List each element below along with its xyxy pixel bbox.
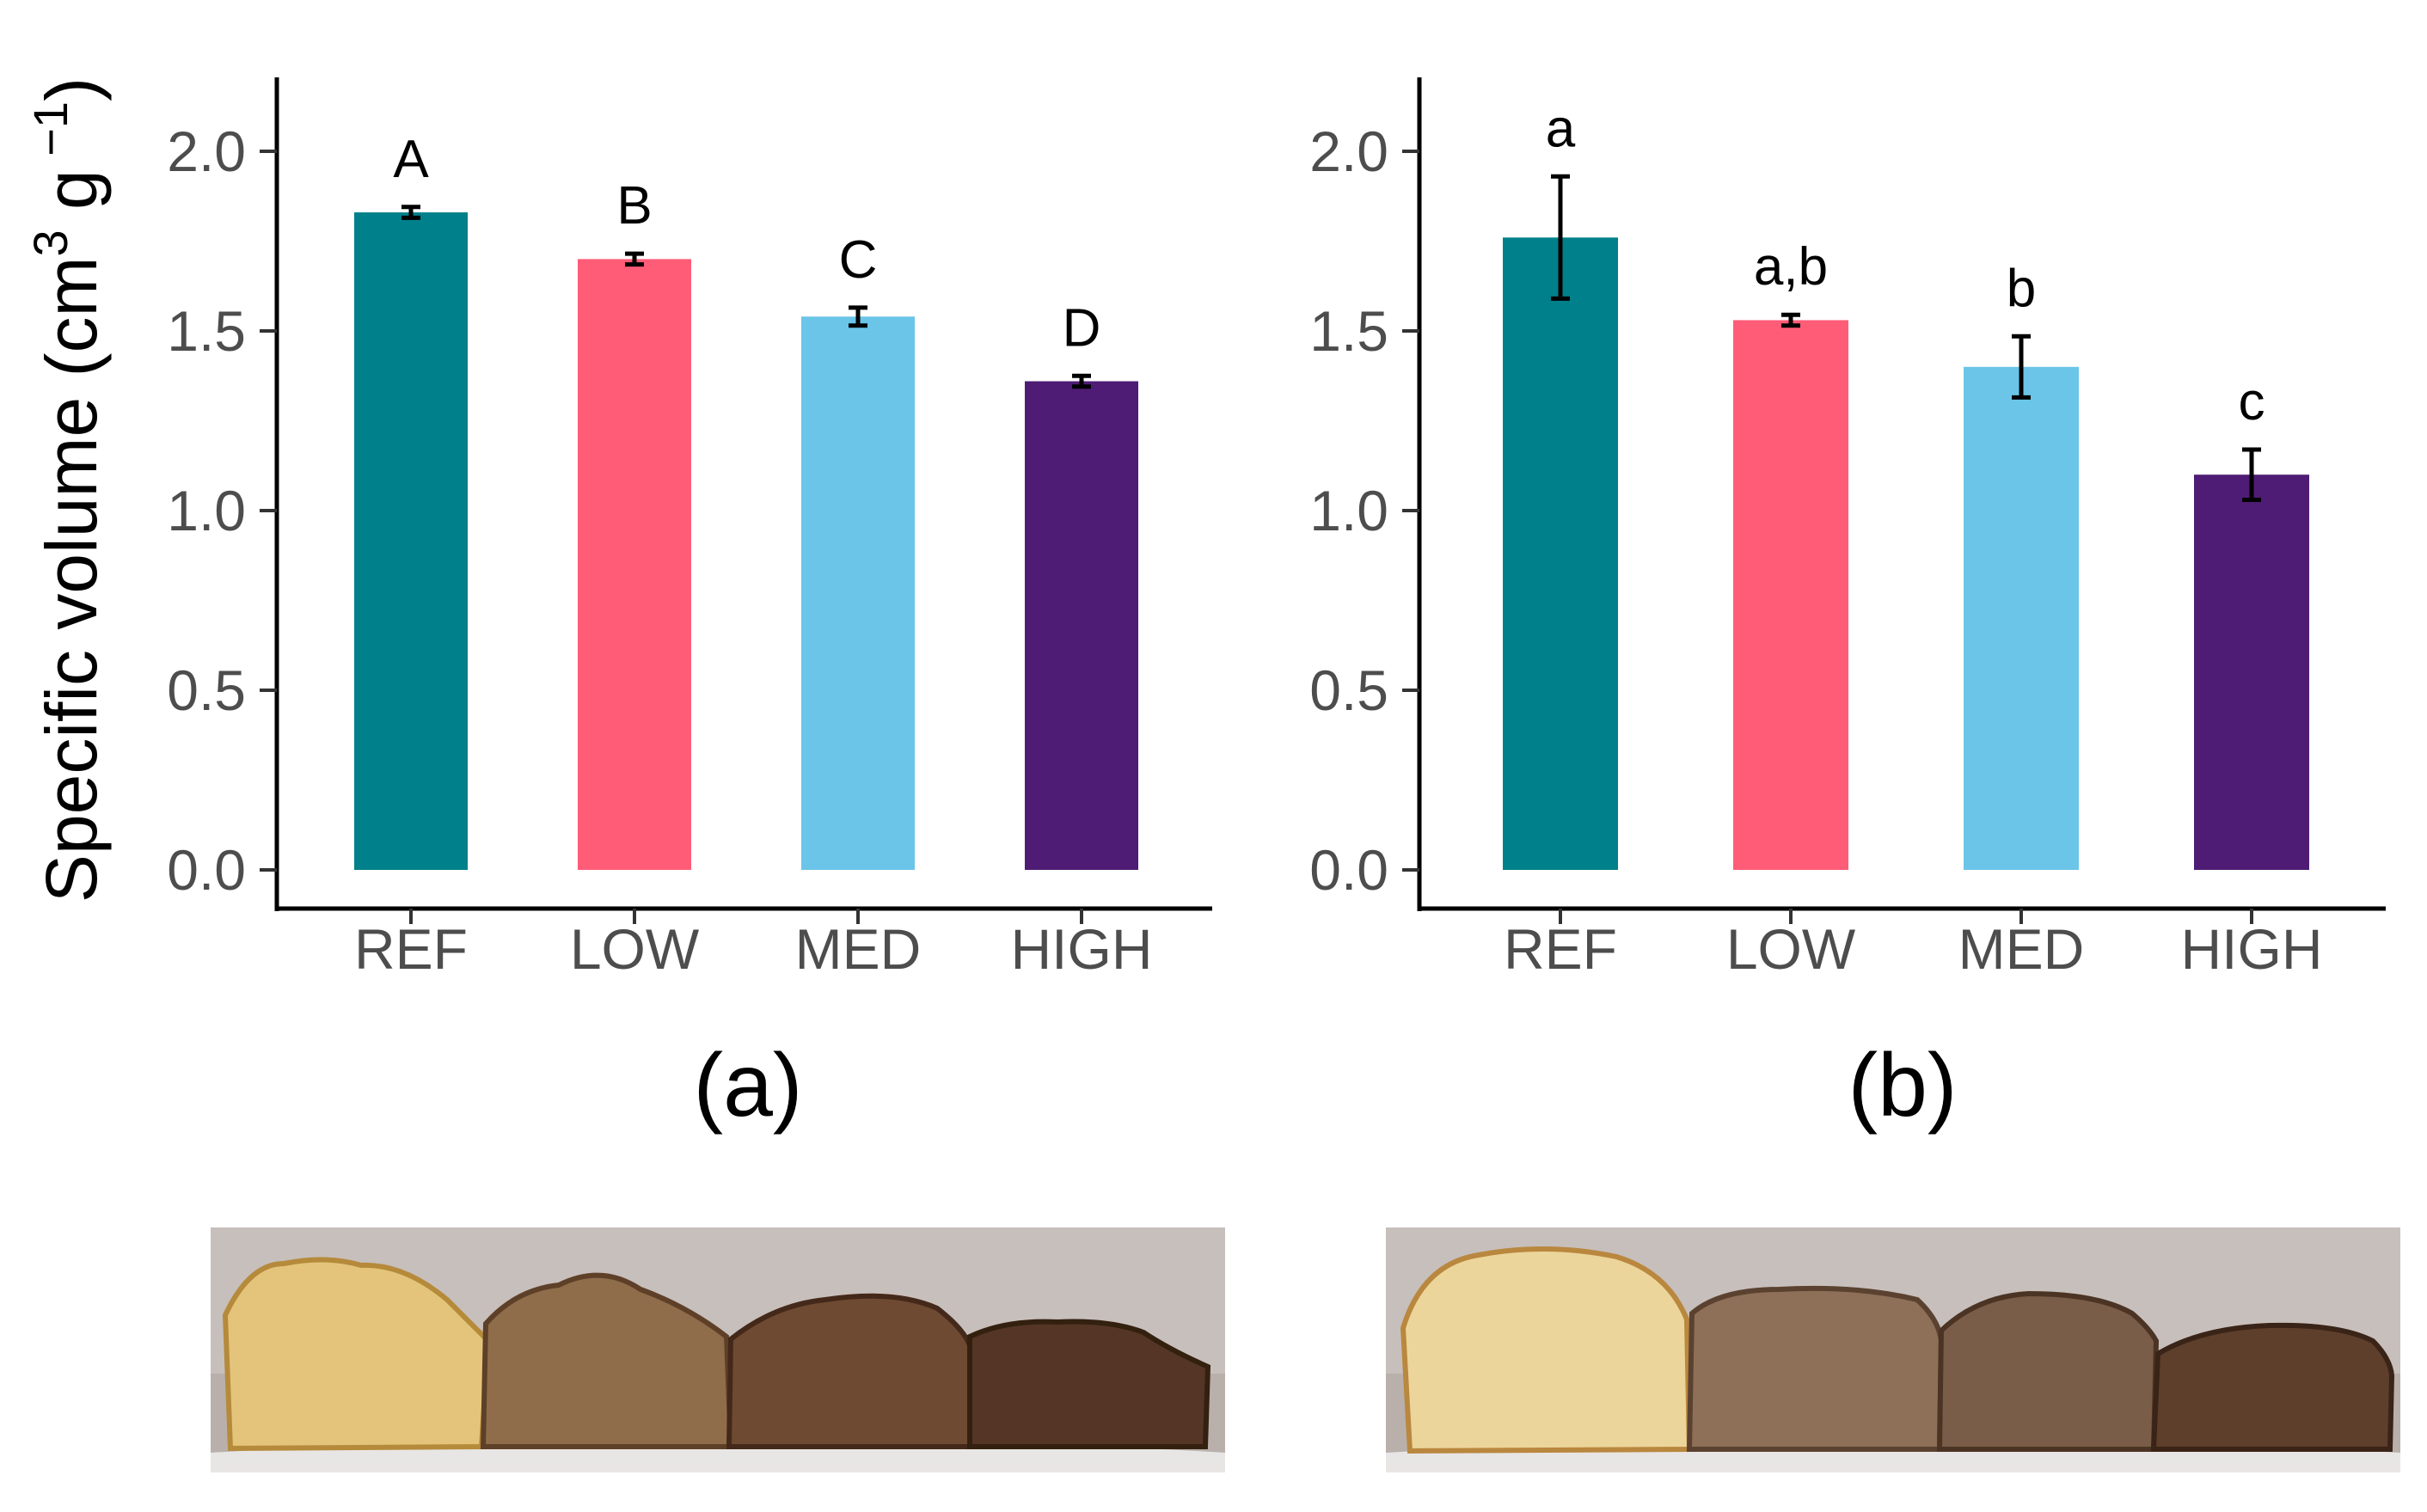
- cake-ref: [222, 1257, 492, 1452]
- x-tick-label: HIGH: [1011, 917, 1153, 981]
- chart-panel-a: 0.0 0.5 1.0 1.5 2.0 A REF B LOW C MED D HIGH (a): [167, 77, 1212, 1136]
- x-tick-label: MED: [795, 917, 922, 981]
- y-axis-title: Specific volume (cm3 g −1): [23, 77, 112, 903]
- significance-letter: D: [1063, 298, 1101, 358]
- cake-high: [967, 1319, 1211, 1449]
- cake-med: [1936, 1290, 2160, 1452]
- significance-letter: C: [839, 230, 878, 290]
- bar-med: [1964, 366, 2079, 870]
- x-tick-label: HIGH: [2181, 917, 2323, 981]
- bar-high: [1025, 381, 1138, 870]
- significance-letter: B: [616, 176, 652, 236]
- y-tick-label: 0.5: [1309, 658, 1388, 722]
- significance-letter: a: [1546, 99, 1576, 158]
- y-axis-title-mid: g: [31, 169, 112, 230]
- y-tick-label: 0.0: [1309, 838, 1388, 902]
- cake-low: [480, 1272, 734, 1449]
- x-tick-label: REF: [1504, 917, 1617, 981]
- chart-panel-b: 0.0 0.5 1.0 1.5 2.0 a REF a,b LOW b MED c HIGH (b): [1309, 77, 2386, 1136]
- bar-low: [578, 259, 691, 870]
- cake-photo-b: [1386, 1227, 2400, 1472]
- bar-ref: [354, 212, 468, 870]
- cake-high: [2150, 1322, 2395, 1452]
- y-axis-title-sup2: −1: [23, 101, 77, 169]
- bar-low: [1733, 320, 1848, 871]
- significance-letter: A: [393, 130, 429, 189]
- y-tick-label: 1.5: [167, 299, 246, 363]
- y-tick-label: 2.0: [1309, 119, 1388, 183]
- x-tick-label: LOW: [570, 917, 700, 981]
- x-tick-label: LOW: [1726, 917, 1856, 981]
- cake-low: [1686, 1285, 1945, 1452]
- bar-med: [801, 316, 915, 870]
- bar-ref: [1503, 237, 1618, 870]
- y-tick-label: 0.0: [167, 838, 246, 902]
- y-tick-label: 2.0: [167, 119, 246, 183]
- x-tick-label: MED: [1958, 917, 2085, 981]
- cake-ref: [1400, 1246, 1693, 1454]
- y-axis-title-sup1: 3: [23, 230, 77, 256]
- panel-label: (a): [693, 1036, 802, 1136]
- y-tick-label: 1.5: [1309, 299, 1388, 363]
- y-tick-label: 1.0: [1309, 479, 1388, 542]
- significance-letter: b: [2007, 259, 2036, 318]
- significance-letter: c: [2239, 372, 2265, 432]
- y-axis-title-end: ): [31, 77, 112, 101]
- y-tick-label: 1.0: [167, 479, 246, 542]
- cake-med: [726, 1293, 975, 1449]
- x-tick-label: REF: [354, 917, 468, 981]
- cake-photo-a: [211, 1227, 1225, 1472]
- y-tick-label: 0.5: [167, 658, 246, 722]
- significance-letter: a,b: [1754, 237, 1828, 297]
- panel-label: (b): [1848, 1036, 1957, 1136]
- bar-high: [2194, 474, 2309, 870]
- y-axis-title-main: Specific volume (cm: [31, 257, 112, 903]
